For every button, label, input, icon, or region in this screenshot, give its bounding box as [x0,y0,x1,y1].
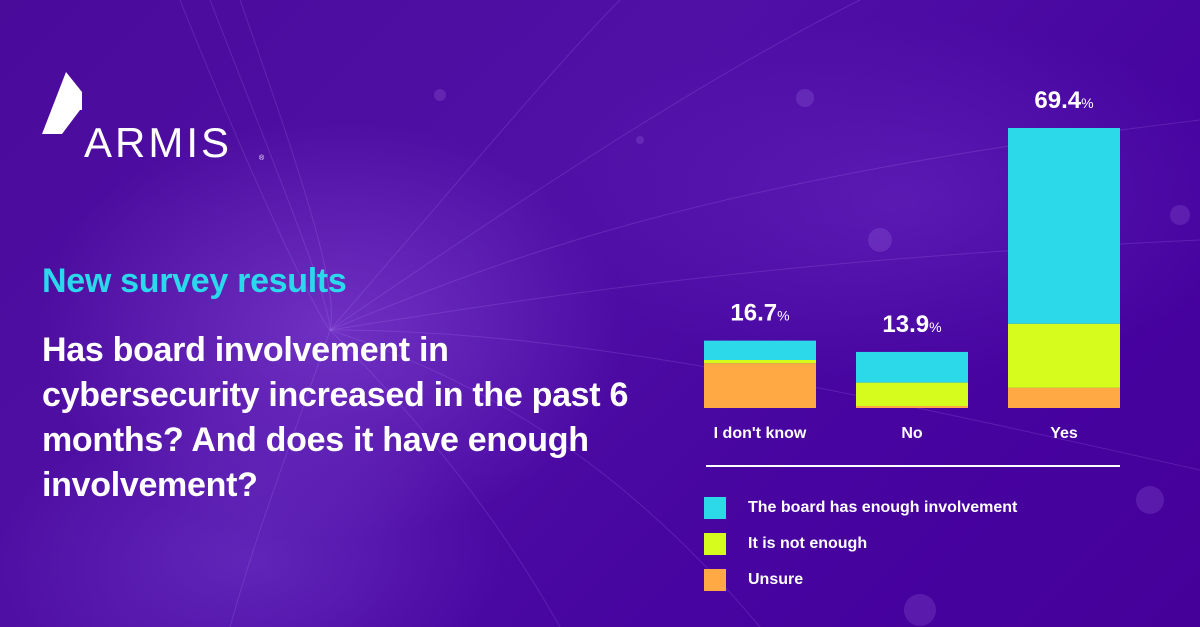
bar-segment-i-don-t-know-1 [704,359,816,364]
category-label: Yes [1050,425,1078,442]
survey-question: Has board involvement in cybersecurity i… [42,331,629,504]
legend-swatch-enough [704,497,726,519]
bar-segment-i-don-t-know-0 [704,340,816,360]
bar-segment-no-1 [856,382,968,406]
legend-label-not-enough: It is not enough [748,535,868,552]
legend-label-enough: The board has enough involvement [748,499,1018,516]
bar-segment-yes-0 [1008,128,1120,324]
category-label: No [901,425,923,442]
legend-swatch-unsure [704,569,726,591]
subtitle: New survey results [42,262,347,300]
bar-segment-i-don-t-know-2 [704,363,816,408]
bar-segment-yes-1 [1008,323,1120,388]
armis-logo-icon [42,72,82,134]
legend-divider [706,465,1120,467]
legend-label-unsure: Unsure [748,571,804,588]
bar-segment-no-0 [856,351,968,383]
bar-segment-no-2 [856,405,968,408]
total-label: 13.9% [882,311,941,338]
brand-registered-mark: ® [259,155,265,162]
legend-swatch-not-enough [704,533,726,555]
category-label: I don't know [714,425,807,442]
bar-segment-yes-2 [1008,387,1120,408]
total-label: 16.7% [730,300,789,327]
brand-name: ARMIS [84,119,233,166]
total-label: 69.4% [1034,87,1093,114]
